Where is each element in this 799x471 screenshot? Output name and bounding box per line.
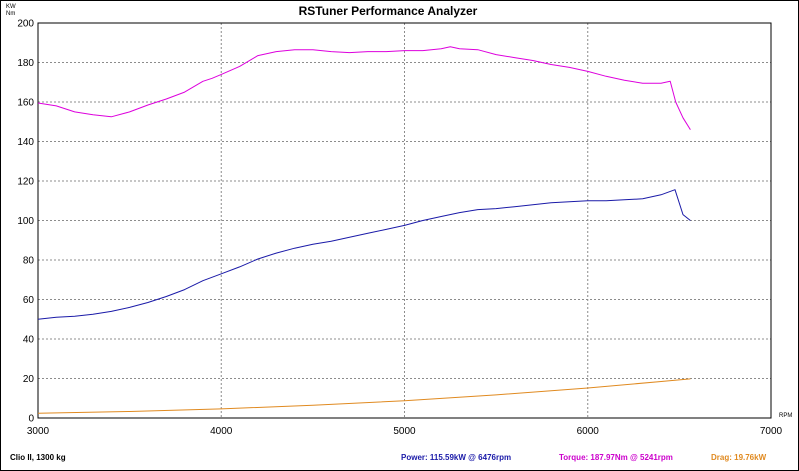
grid	[38, 23, 771, 418]
plot-border	[37, 22, 772, 419]
drag-summary: Drag: 19.76kW	[711, 453, 767, 462]
chart-title: RSTuner Performance Analyzer	[299, 4, 478, 18]
y-tick-label: 0	[28, 414, 34, 425]
y-axis-label-line: KW	[6, 4, 16, 10]
vehicle-info: Clio II, 1300 kg	[10, 453, 66, 462]
x-tick-label: 7000	[760, 426, 783, 437]
series-line-torque	[37, 46, 691, 130]
x-tick-label: 6000	[577, 426, 600, 437]
series-line-drag	[37, 378, 691, 414]
power-summary: Power: 115.59kW @ 6476rpm	[401, 453, 512, 462]
x-axis-label: RPM	[779, 413, 792, 419]
y-tick-label: 100	[17, 216, 34, 227]
x-tick-label: 5000	[393, 426, 416, 437]
y-tick-label: 20	[23, 374, 35, 385]
y-axis-label: KW Nm	[6, 4, 16, 17]
x-tick-label: 3000	[27, 426, 50, 437]
y-tick-label: 140	[17, 137, 34, 148]
y-tick-label: 80	[23, 256, 35, 267]
series-line-power	[37, 189, 691, 320]
axis-ticks: 0 20 40 60 80 100 120 140 160 180 200 3000 4000 5000 6…	[17, 19, 782, 438]
y-tick-label: 180	[17, 58, 34, 69]
torque-summary: Torque: 187.97Nm @ 5241rpm	[559, 453, 673, 462]
y-tick-label: 40	[23, 335, 35, 346]
y-tick-label: 120	[17, 177, 34, 188]
y-tick-label: 160	[17, 98, 34, 109]
y-tick-label: 60	[23, 295, 35, 306]
y-axis-label-line: Nm	[6, 11, 15, 17]
y-tick-label: 200	[17, 19, 34, 30]
series-lines	[37, 46, 691, 414]
x-tick-label: 4000	[210, 426, 233, 437]
